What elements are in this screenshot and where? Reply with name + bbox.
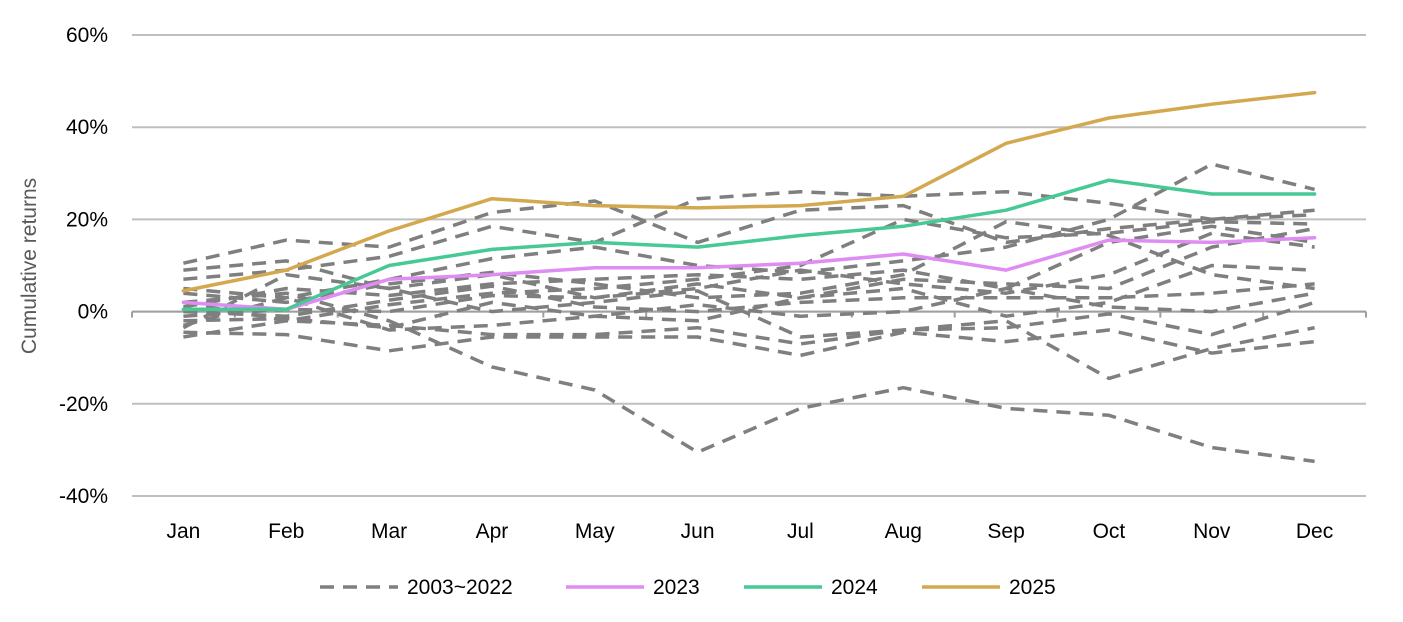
historical-series-group (182, 162, 1316, 464)
legend-label: 2023 (653, 576, 700, 599)
historical-series-line (183, 217, 1315, 323)
historical-series-line (183, 319, 1315, 381)
y-tick-label: 60% (66, 24, 108, 47)
y-tick-label: -20% (59, 393, 108, 416)
series-line-2025 (181, 90, 1317, 293)
historical-series-line (183, 199, 1315, 265)
x-tick-label: Aug (885, 520, 922, 543)
series-line-2024 (181, 178, 1317, 312)
x-axis-ticks: Jan Feb Mar Apr May Jun Jul Aug Sep Oct Nov Dec (166, 520, 1333, 543)
legend-label: 2025 (1009, 576, 1056, 599)
series-line-2023 (181, 236, 1317, 312)
historical-series-line (183, 189, 1315, 282)
y-axis-title: Cumulative returns (18, 178, 41, 354)
y-axis-ticks: -40% -20% 0% 20% 40% 60% (59, 24, 108, 508)
x-tick-label: May (575, 520, 615, 543)
historical-series-line (183, 162, 1316, 300)
y-tick-label: -40% (59, 485, 108, 508)
legend: 2003~2022 2023 2024 2025 (320, 576, 1056, 599)
x-tick-label: Feb (268, 520, 304, 543)
historical-series-line (183, 219, 1315, 305)
legend-label: 2024 (831, 576, 878, 599)
highlight-series-group (181, 90, 1317, 312)
y-tick-label: 40% (66, 116, 108, 139)
x-tick-label: Apr (476, 520, 509, 543)
x-tick-label: Jun (681, 520, 715, 543)
x-tick-label: Nov (1193, 520, 1231, 543)
historical-series-line (183, 291, 1315, 464)
historical-series-line (183, 224, 1315, 309)
y-tick-label: 0% (78, 301, 108, 324)
historical-series-line (182, 272, 1316, 339)
x-tick-label: Dec (1296, 520, 1333, 543)
x-tick-label: Oct (1093, 520, 1126, 543)
historical-series-line (183, 328, 1315, 358)
x-tick-label: Mar (371, 520, 407, 543)
historical-series-line (183, 226, 1315, 318)
x-tick-label: Jul (787, 520, 814, 543)
x-tick-label: Sep (987, 520, 1024, 543)
legend-label: 2003~2022 (407, 576, 513, 599)
x-tick-label: Jan (166, 520, 200, 543)
y-tick-label: 20% (66, 208, 108, 231)
